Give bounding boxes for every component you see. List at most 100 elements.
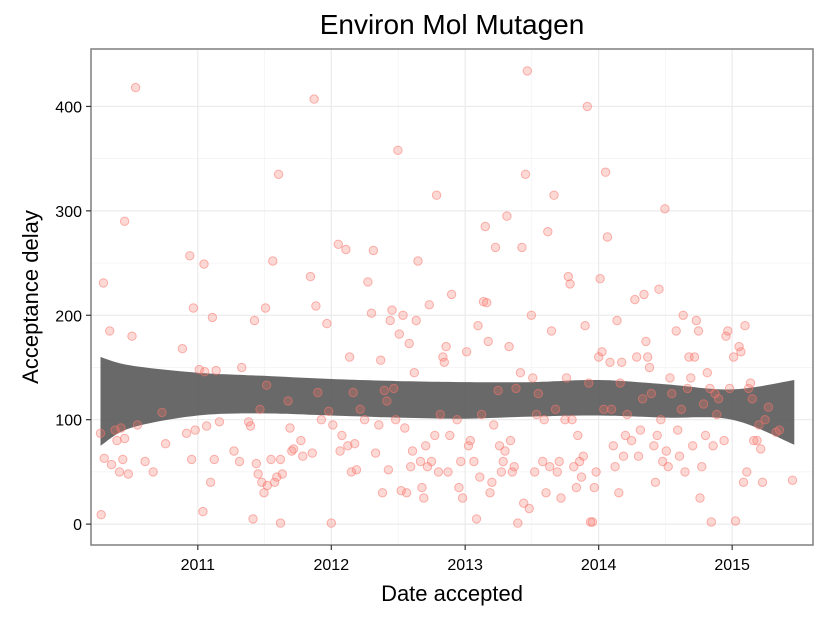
data-point xyxy=(757,477,768,487)
data-point xyxy=(237,362,247,373)
x-tick-label: 2014 xyxy=(581,557,617,574)
data-point xyxy=(673,425,683,435)
data-point xyxy=(665,373,675,383)
data-point xyxy=(569,462,579,472)
data-point xyxy=(571,482,582,493)
data-point xyxy=(305,271,316,282)
data-point xyxy=(615,378,625,388)
data-point xyxy=(311,301,321,311)
data-point xyxy=(245,421,256,431)
data-point xyxy=(268,256,278,266)
data-point xyxy=(654,284,664,294)
data-point xyxy=(118,454,128,465)
data-point xyxy=(382,396,392,406)
data-point xyxy=(649,441,659,451)
data-point xyxy=(576,472,587,482)
data-point xyxy=(587,517,598,527)
y-tick-label: 400 xyxy=(55,99,82,116)
data-point xyxy=(582,101,592,112)
data-point xyxy=(752,435,762,446)
data-point xyxy=(608,441,618,451)
data-point xyxy=(680,467,690,477)
data-point xyxy=(724,383,735,394)
data-point xyxy=(500,446,510,456)
data-point xyxy=(95,428,106,438)
data-point xyxy=(528,373,538,383)
data-point xyxy=(343,441,353,451)
data-point xyxy=(787,475,798,485)
data-point xyxy=(346,467,357,477)
data-point xyxy=(736,347,746,357)
data-point xyxy=(473,321,483,331)
data-point xyxy=(660,204,670,214)
data-point xyxy=(398,310,408,320)
data-point xyxy=(487,477,497,487)
data-point xyxy=(552,467,562,477)
data-point xyxy=(439,357,449,367)
data-point xyxy=(105,326,115,336)
data-point xyxy=(504,341,514,352)
data-point xyxy=(713,394,724,404)
x-tick-label: 2011 xyxy=(181,557,216,574)
data-point xyxy=(298,451,308,461)
data-point xyxy=(433,467,444,477)
data-point xyxy=(565,279,575,289)
data-point xyxy=(743,383,754,394)
data-point xyxy=(431,190,442,200)
data-point xyxy=(597,347,607,357)
data-point xyxy=(745,378,756,388)
data-point xyxy=(560,415,570,425)
data-point xyxy=(140,456,150,467)
data-point xyxy=(350,439,360,449)
data-point xyxy=(489,420,499,430)
data-point xyxy=(763,402,774,412)
data-point xyxy=(691,315,701,326)
data-point xyxy=(366,308,377,318)
data-point xyxy=(359,415,370,425)
data-point xyxy=(379,385,389,396)
data-point xyxy=(600,167,611,177)
data-point xyxy=(463,441,474,451)
data-point xyxy=(614,488,624,498)
x-tick-label: 2015 xyxy=(714,557,750,574)
data-point xyxy=(485,488,495,498)
data-point xyxy=(578,451,588,461)
data-point xyxy=(407,446,418,456)
data-point xyxy=(207,312,218,323)
data-point xyxy=(589,482,599,493)
data-point xyxy=(185,251,195,261)
data-point xyxy=(513,518,523,528)
data-point xyxy=(269,477,280,487)
data-point xyxy=(515,368,526,378)
data-point xyxy=(387,305,397,315)
data-point xyxy=(706,517,716,527)
data-point xyxy=(747,394,757,404)
data-point xyxy=(119,216,130,227)
data-point xyxy=(177,344,188,354)
data-point xyxy=(620,430,631,441)
data-point xyxy=(742,467,752,477)
data-point xyxy=(277,469,287,479)
data-point xyxy=(419,493,429,503)
data-point xyxy=(335,446,345,456)
data-point xyxy=(526,310,537,320)
data-point xyxy=(612,315,622,326)
data-point xyxy=(328,420,338,430)
plot-border xyxy=(90,48,814,546)
data-point xyxy=(368,245,379,256)
data-point xyxy=(538,456,548,467)
data-point xyxy=(355,404,365,414)
points-layer xyxy=(95,66,798,528)
data-point xyxy=(465,435,475,446)
data-point xyxy=(266,454,276,465)
data-point xyxy=(689,352,700,362)
data-point xyxy=(702,368,712,378)
data-point xyxy=(480,221,490,232)
data-point xyxy=(674,451,685,461)
data-point xyxy=(234,456,245,467)
data-point xyxy=(106,459,117,470)
data-point xyxy=(632,352,642,362)
data-point xyxy=(695,493,705,503)
data-point xyxy=(524,503,534,514)
data-point xyxy=(522,66,532,76)
